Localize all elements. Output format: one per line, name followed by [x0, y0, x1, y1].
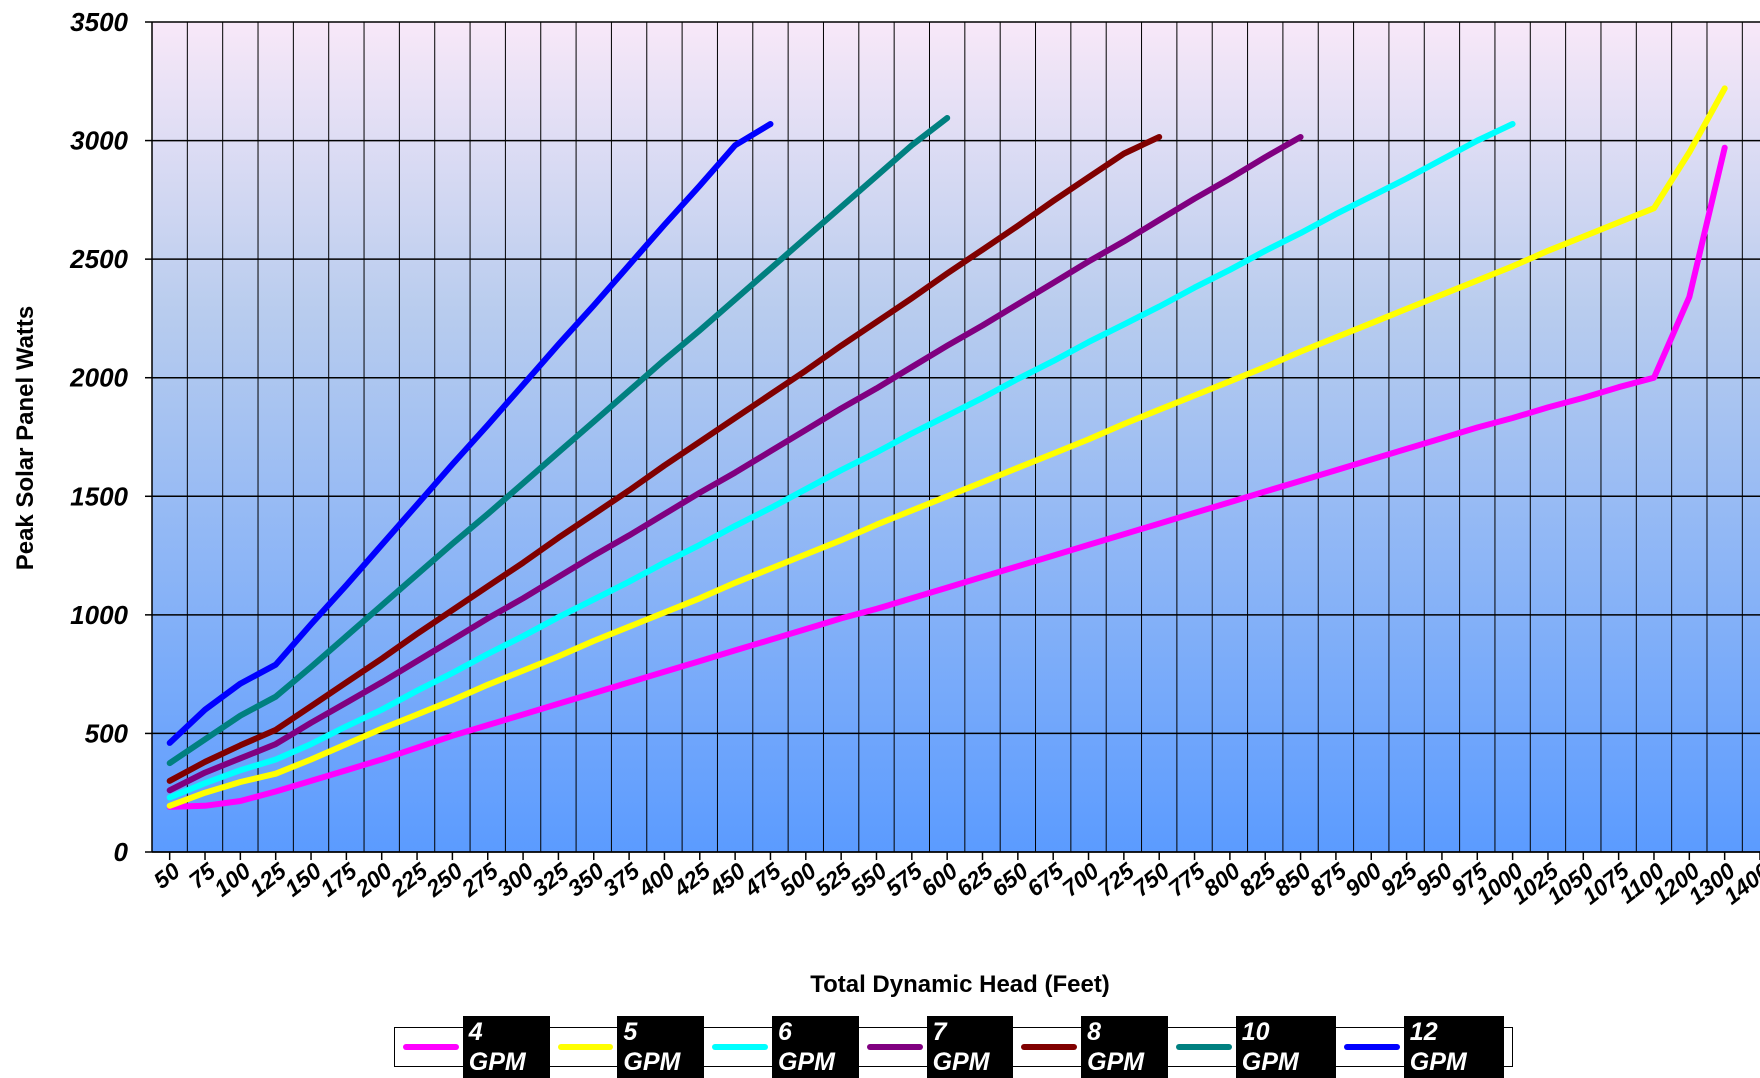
x-tick-label: 50 [149, 857, 185, 893]
legend-swatch [712, 1044, 768, 1050]
legend-item-10-gpm: 10 GPM [1172, 1016, 1336, 1078]
y-tick-label: 1000 [70, 600, 128, 630]
series-line-7-gpm [166, 134, 1304, 794]
vertical-gridlines [186, 22, 1743, 852]
series-line-12-gpm [166, 121, 774, 746]
y-axis-ticks: 0 500 1000 1500 2000 2500 3000 3500 [69, 7, 152, 867]
series-line-10-gpm [166, 115, 951, 767]
x-axis-title: Total Dynamic Head (Feet) [810, 971, 1110, 998]
series-line-8-gpm [166, 134, 1163, 784]
y-tick-label: 500 [85, 718, 129, 748]
y-tick-label: 3500 [70, 7, 128, 37]
x-axis-ticks: 50 75100125150175200225250275300325350375… [149, 852, 1760, 909]
y-tick-label: 0 [114, 837, 129, 867]
y-axis-title: Peak Solar Panel Watts [12, 306, 39, 571]
legend: 4 GPM 5 GPM 6 GPM 7 GPM 8 GPM 10 GPM 12 GPM [394, 1016, 1513, 1078]
series-line-6-gpm [166, 121, 1516, 801]
legend-swatch [866, 1044, 923, 1050]
plot-area [152, 22, 1760, 852]
legend-swatch [557, 1044, 614, 1050]
y-tick-label: 2000 [69, 363, 128, 393]
series-line-4-gpm [166, 144, 1728, 810]
y-tick-label: 1500 [70, 481, 128, 511]
legend-swatch [403, 1044, 459, 1050]
legend-swatch [1344, 1044, 1400, 1050]
legend-swatch [1021, 1044, 1078, 1050]
y-tick-label: 2500 [69, 244, 128, 274]
y-tick-label: 3000 [70, 126, 128, 156]
chart: 0 500 1000 1500 2000 2500 3000 3500 50 751001251… [12, 7, 1760, 998]
legend-swatch [1175, 1044, 1232, 1050]
series-line-5-gpm [166, 85, 1728, 809]
series-lines [166, 85, 1728, 810]
legend-label: 5 GPM [617, 1016, 705, 1078]
legend-item-5-gpm: 5 GPM [554, 1016, 705, 1078]
legend-label: 10 GPM [1235, 1016, 1336, 1078]
